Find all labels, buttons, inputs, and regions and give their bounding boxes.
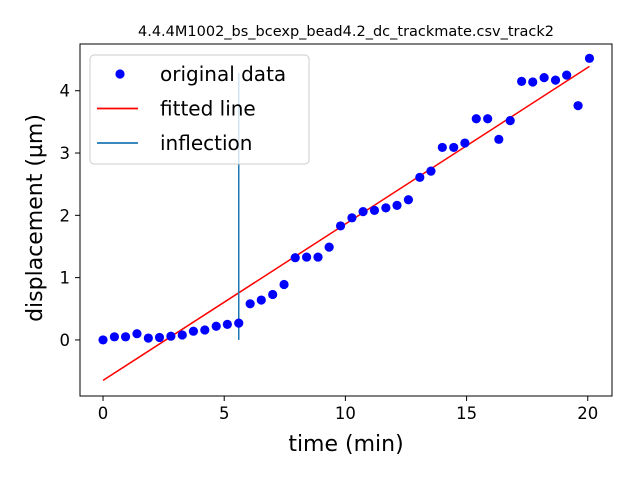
x-tick-label: 0: [98, 404, 109, 423]
data-point: [256, 295, 266, 305]
x-tick-label: 15: [456, 404, 477, 423]
data-point: [449, 142, 459, 153]
x-axis-label: time (min): [288, 432, 403, 457]
legend-label: fitted line: [160, 97, 256, 121]
data-point: [222, 319, 232, 329]
data-point: [188, 326, 199, 336]
legend-label: inflection: [160, 131, 252, 155]
plot-frame: [79, 43, 613, 397]
chart-title: 4.4.4M1002_bs_bcexp_bead4.2_dc_trackmate…: [138, 24, 554, 40]
plot-area: [98, 53, 595, 382]
data-point: [516, 76, 527, 86]
data-point: [358, 206, 368, 217]
data-point: [98, 335, 108, 345]
data-point: [471, 114, 481, 124]
x-tick-label: 5: [219, 404, 230, 423]
data-point: [415, 172, 425, 182]
data-point: [426, 166, 436, 176]
data-point: [550, 75, 561, 85]
x-tick-label: 20: [577, 404, 598, 423]
data-point: [120, 332, 131, 342]
y-tick-label: 1: [60, 269, 71, 288]
data-point: [335, 221, 346, 231]
legend: original data fitted line inflection: [89, 54, 310, 165]
data-point: [381, 203, 391, 213]
data-point: [154, 332, 165, 343]
data-point: [132, 329, 142, 339]
data-point: [347, 213, 357, 223]
data-point: [302, 252, 312, 262]
data-point: [268, 289, 278, 300]
y-tick-label: 3: [60, 144, 71, 163]
legend-label: original data: [160, 62, 286, 86]
data-point: [324, 242, 334, 252]
data-point: [313, 252, 323, 262]
data-point: [245, 299, 255, 309]
y-tick-label: 2: [60, 206, 71, 225]
data-point: [166, 331, 176, 341]
data-point: [403, 195, 414, 205]
data-point: [143, 333, 153, 343]
y-axis-label: displacement (µm): [23, 114, 48, 322]
data-point: [573, 101, 583, 111]
data-point: [562, 70, 572, 80]
x-tick-label: 10: [335, 404, 356, 423]
data-point: [584, 53, 595, 63]
data-point: [279, 279, 289, 290]
data-point: [392, 200, 402, 210]
data-point: [109, 332, 120, 342]
data-point: [437, 142, 447, 153]
data-point: [539, 73, 549, 83]
legend-marker-original-data: [115, 69, 125, 79]
y-axis: 0 1 2 3 4: [60, 82, 80, 350]
data-point: [528, 77, 538, 87]
data-point: [369, 205, 380, 215]
data-point: [494, 134, 504, 144]
y-tick-label: 0: [60, 331, 71, 350]
data-point: [483, 114, 493, 124]
data-point: [211, 321, 221, 331]
data-point: [234, 318, 244, 328]
legend-box: [89, 54, 310, 165]
data-point: [290, 253, 300, 263]
x-axis: 0 5 10 15 20: [98, 396, 598, 423]
data-point: [177, 330, 187, 340]
data-point: [460, 138, 470, 148]
data-point: [505, 116, 515, 126]
data-point: [200, 325, 210, 335]
y-tick-label: 4: [60, 82, 71, 101]
